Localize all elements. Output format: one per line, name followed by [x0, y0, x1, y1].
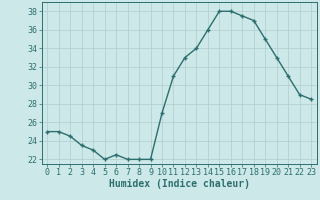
X-axis label: Humidex (Indice chaleur): Humidex (Indice chaleur): [109, 179, 250, 189]
